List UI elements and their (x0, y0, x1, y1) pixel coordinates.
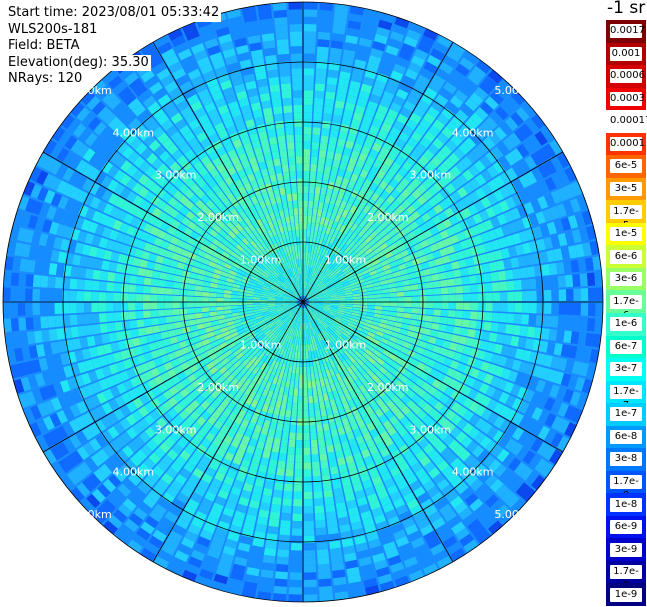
colorbar-label: 3e-6 (610, 272, 642, 287)
range-ring-label: 4.00km (452, 466, 494, 479)
radial-spoke (302, 41, 454, 303)
range-ring-label: 4.00km (113, 126, 155, 139)
colorbar-segment: 1.7e-5 (606, 200, 646, 231)
colorbar-label: 6e-7 (610, 339, 642, 354)
elevation: Elevation(deg): 35.30 (8, 54, 151, 71)
start-time: Start time: 2023/08/01 05:33:42 (8, 5, 222, 22)
radial-spokes (3, 2, 603, 602)
radial-spoke (42, 151, 304, 303)
range-ring-label: 3.00km (409, 169, 451, 182)
beta-field-gates (3, 2, 603, 602)
colorbar-segment: 0.00017 (606, 110, 647, 134)
range-ring-label: 1.00km (240, 254, 282, 267)
range-ring-label: 1.00km (240, 338, 282, 351)
colorbar-label: 0.0006 (610, 69, 645, 84)
instrument-name: WLS200s-181 (8, 21, 100, 38)
colorbar-segment: 3e-8 (606, 448, 646, 472)
colorbar-label: 1e-7 (610, 407, 642, 422)
colorbar-segment: 1e-8 (606, 493, 646, 517)
range-ring-label: 5.00km (494, 508, 536, 521)
colorbar-label: 1e-5 (610, 227, 642, 242)
ppi-plot: 1.00km 1.00km 1.00km 1.00km 2.00km 2.00km 2.00… (2, 1, 604, 603)
colorbar-segment: 0.0001 (606, 132, 646, 156)
colorbar-segment: 1e-9 (606, 583, 646, 607)
range-ring-label: 3.00km (155, 169, 197, 182)
radial-spoke (152, 301, 304, 563)
colorbar-label: 6e-5 (610, 159, 642, 174)
colorbar-label: 0.0001 (610, 136, 645, 151)
colorbar-segment: 1.7e-6 (606, 290, 646, 321)
scan-info: Start time: 2023/08/01 05:33:42 WLS200s-… (8, 5, 222, 88)
radial-spoke (302, 301, 454, 563)
colorbar-segment: 1e-6 (606, 313, 646, 337)
colorbar-label: 3e-9 (610, 542, 642, 557)
colorbar-segment: 1e-5 (606, 222, 646, 246)
range-ring-label: 5.00km (494, 84, 536, 97)
colorbar-segment: 6e-8 (606, 425, 646, 449)
colorbar-segment: 1e-7 (606, 403, 646, 427)
colorbar-label: 1e-8 (610, 497, 642, 512)
range-ring-label: 2.00km (367, 381, 409, 394)
colorbar-segment: 6e-5 (606, 155, 646, 179)
colorbar-segment: 3e-9 (606, 538, 646, 562)
range-ring-label: 5.00km (70, 508, 112, 521)
colorbar-label: 1.7e-7 (610, 384, 642, 411)
colorbar-label: 3e-7 (610, 362, 642, 377)
colorbar-segment: 0.0003 (606, 87, 646, 111)
colorbar-segment: 1.7e-7 (606, 380, 646, 411)
colorbar-label: 6e-6 (610, 249, 642, 264)
colorbar-title: -1 sr (607, 0, 646, 18)
range-ring-label: 2.00km (197, 211, 239, 224)
colorbar-label: 1.7e-6 (610, 294, 642, 321)
radial-spoke (302, 151, 564, 303)
colorbar-segment: 6e-9 (606, 515, 646, 539)
colorbar-segment: 0.0017 (606, 20, 646, 44)
colorbar-label: 0.0003 (610, 91, 645, 106)
colorbar-segment: 3e-5 (606, 177, 646, 201)
radial-spoke (152, 41, 304, 303)
range-ring-label: 4.00km (113, 466, 155, 479)
range-ring-label: 3.00km (409, 423, 451, 436)
colorbar-segment: 3e-7 (606, 358, 646, 382)
colorbar-label: 1.7e-8 (610, 475, 642, 501)
colorbar-segment: 3e-6 (606, 267, 646, 291)
field-name: Field: BETA (8, 38, 82, 55)
colorbar-label: 1e-6 (610, 317, 642, 332)
colorbar-label: 6e-8 (610, 429, 642, 444)
colorbar-segment: 6e-7 (606, 335, 646, 359)
colorbar-label: 0.0017 (610, 24, 645, 39)
range-ring-label: 2.00km (197, 381, 239, 394)
colorbar-segment: 0.001 (606, 42, 646, 66)
colorbar-label: 1e-9 (610, 587, 642, 602)
range-ring-label: 2.00km (367, 211, 409, 224)
nrays: NRays: 120 (8, 71, 85, 88)
colorbar: 0.0017 0.001 0.0006 0.0003 0.00017 0.0001 6e-5… (606, 20, 647, 607)
colorbar-segment: 0.0006 (606, 65, 646, 89)
range-ring-label: 1.00km (325, 254, 367, 267)
range-ring-label: 3.00km (155, 423, 197, 436)
colorbar-segment: 1.7e-8 (606, 470, 646, 501)
colorbar-segment: 1.7e-9 (606, 560, 646, 591)
radial-spoke (302, 301, 564, 453)
range-ring-label: 1.00km (325, 338, 367, 351)
radial-spoke (42, 301, 304, 453)
colorbar-label: 3e-8 (610, 452, 642, 467)
colorbar-label: 3e-5 (610, 182, 642, 197)
colorbar-segment: 6e-6 (606, 245, 646, 269)
colorbar-label: 1.7e-5 (610, 204, 642, 231)
colorbar-label: 0.001 (610, 46, 642, 61)
colorbar-label: 0.00017 (610, 114, 647, 129)
colorbar-label: 6e-9 (610, 520, 642, 535)
range-ring-label: 4.00km (452, 126, 494, 139)
colorbar-label: 1.7e-9 (610, 565, 642, 591)
